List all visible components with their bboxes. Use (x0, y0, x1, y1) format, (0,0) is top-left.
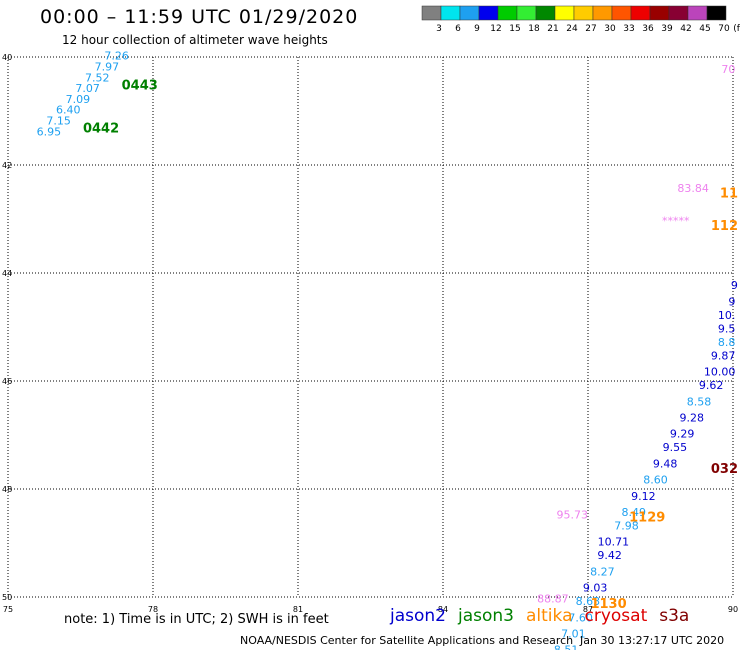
pass-time-label: 1129 (629, 510, 665, 525)
wave-height-label: 9.28 (680, 412, 705, 425)
y-tick-label: 44 (2, 269, 12, 278)
legend-item-altika: altika (526, 606, 573, 626)
wave-height-label: 8.27 (590, 565, 615, 578)
wave-height-label: 7.09 (66, 93, 91, 106)
pass-time-label: 0442 (83, 122, 119, 137)
chart-title: 00:00 – 11:59 UTC 01/29/2020 (40, 6, 359, 28)
wave-height-label: 8.49 (622, 506, 647, 519)
wave-height-label: ***** (662, 214, 690, 227)
wave-height-label: 8.51 (554, 644, 579, 650)
pass-time-label: 0443 (122, 78, 158, 93)
wave-height-label: 9.87 (711, 349, 736, 362)
wave-height-label: 9.03 (583, 582, 608, 595)
wave-height-label: 10.71 (598, 536, 630, 549)
y-tick-label: 46 (2, 377, 12, 386)
colorbar-label: 18 (528, 24, 540, 34)
wave-height-label: 10.00 (704, 366, 736, 379)
colorbar-label: 24 (566, 24, 578, 34)
x-tick-label: 90 (728, 605, 738, 614)
wave-height-label: 7.26 (104, 50, 129, 63)
wave-height-label: 9 (728, 295, 735, 308)
colorbar-label: 36 (642, 24, 654, 34)
wave-height-label: 6.40 (56, 104, 81, 117)
wave-height-label: 8.58 (687, 395, 712, 408)
colorbar-label: 21 (547, 24, 558, 34)
colorbar-label: 6 (455, 24, 461, 34)
pass-time-label: 1130 (590, 597, 626, 612)
y-tick-label: 42 (2, 161, 12, 170)
footer-credit: NOAA/NESDIS Center for Satellite Applica… (240, 634, 574, 647)
wave-height-label: 7.07 (75, 82, 100, 95)
colorbar-label: 42 (680, 24, 691, 34)
wave-height-label: 7.01 (561, 628, 586, 641)
wave-height-label: 7.98 (614, 520, 639, 533)
units-note: note: 1) Time is in UTC; 2) SWH is in fe… (64, 612, 329, 627)
x-tick-label: 84 (438, 605, 448, 614)
footer-timestamp: Jan 30 13:27:17 UTC 2020 (580, 634, 725, 647)
wave-height-label: 9.55 (663, 441, 688, 454)
wave-height-label: 7.97 (95, 61, 120, 74)
wave-height-label: 9.62 (699, 379, 724, 392)
colorbar-label: 3 (436, 24, 442, 34)
colorbar-label: 45 (699, 24, 710, 34)
wave-height-label: 7.60 (568, 611, 593, 624)
x-tick-label: 81 (293, 605, 303, 614)
wave-height-label: 8.63 (576, 595, 601, 608)
satellite-legend: jason2 jason3 altika cryosat s3a (390, 606, 689, 626)
wave-height-label: 6.95 (37, 125, 62, 138)
pass-time-label: 032 (711, 462, 738, 477)
wave-height-label: 7.52 (85, 71, 110, 84)
colorbar-label: 70 (718, 24, 730, 34)
legend-item-jason3: jason3 (458, 606, 514, 626)
colorbar-label: 39 (661, 24, 673, 34)
colorbar-unit: (ft) (733, 24, 740, 34)
wave-height-label: 10. (718, 309, 736, 322)
legend-item-cryosat: cryosat (584, 606, 648, 626)
wave-height-label: 9.42 (597, 549, 622, 562)
colorbar-label: 15 (509, 24, 520, 34)
colorbar-swatch (706, 5, 727, 21)
x-tick-label: 78 (148, 605, 158, 614)
x-tick-label: 75 (3, 605, 13, 614)
y-tick-label: 40 (2, 53, 12, 62)
colorbar-label: 27 (585, 24, 596, 34)
wave-height-label: 9.12 (631, 490, 656, 503)
wave-height-label: 8.60 (643, 474, 668, 487)
y-tick-label: 48 (2, 485, 12, 494)
pass-time-label: 11 (720, 186, 738, 201)
wave-height-label: 9.5 (718, 322, 736, 335)
wave-height-label: 7.15 (46, 115, 71, 128)
colorbar-label: 9 (474, 24, 480, 34)
x-tick-label: 87 (583, 605, 593, 614)
wave-height-label: 9 (731, 279, 738, 292)
wave-height-label: 83.84 (677, 182, 709, 195)
wave-height-label: 70 (721, 63, 735, 76)
pass-time-label: 112 (711, 219, 738, 234)
colorbar-label: 30 (604, 24, 616, 34)
chart-subtitle: 12 hour collection of altimeter wave hei… (62, 33, 328, 47)
wave-height-label: 95.73 (557, 509, 589, 522)
colorbar-label: 33 (623, 24, 634, 34)
wave-height-label: 88.87 (537, 592, 569, 605)
legend-item-s3a: s3a (659, 606, 690, 626)
wave-height-label: 8.8 (718, 336, 736, 349)
wave-height-label: 9.48 (653, 457, 678, 470)
wave-height-label: 9.29 (670, 428, 695, 441)
colorbar-label: 12 (490, 24, 501, 34)
y-tick-label: 50 (2, 593, 12, 602)
legend-item-jason2: jason2 (390, 606, 446, 626)
